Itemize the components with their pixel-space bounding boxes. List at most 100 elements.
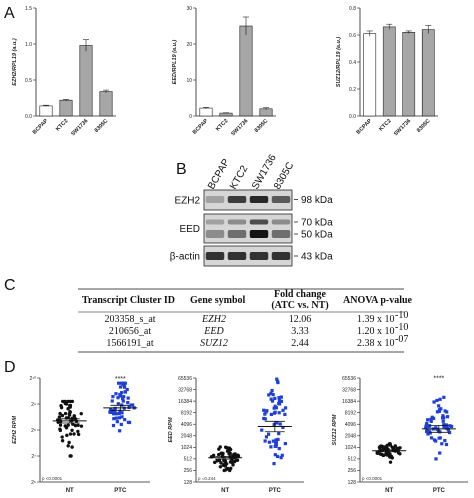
scatter-ezh2-rpm: 2⁶ 2⁷ 2⁸ 2⁹ 2¹⁰ EZH2 RPM NT PTC **** p <0.0001 bbox=[12, 376, 150, 494]
kda-marker: 50 kDa bbox=[301, 230, 333, 241]
data-point bbox=[60, 413, 65, 418]
table-header-id: Transcript Cluster ID bbox=[82, 295, 175, 306]
data-point bbox=[269, 391, 273, 395]
lane-label: KTC2 bbox=[228, 163, 251, 191]
category-label: PTC bbox=[433, 488, 446, 494]
protein-band bbox=[271, 252, 291, 260]
data-point bbox=[279, 395, 283, 399]
bar bbox=[402, 31, 416, 117]
data-point bbox=[428, 431, 432, 435]
data-point bbox=[263, 417, 267, 421]
data-point bbox=[217, 452, 221, 457]
data-point bbox=[447, 430, 452, 435]
y-tick-label: 8192 bbox=[345, 410, 356, 416]
data-point bbox=[440, 416, 445, 420]
data-point bbox=[276, 437, 280, 442]
data-point bbox=[279, 456, 283, 460]
category-label: BCPAP bbox=[192, 118, 210, 136]
y-tick-label: 32768 bbox=[342, 387, 356, 393]
data-point bbox=[69, 454, 73, 458]
data-point bbox=[384, 444, 389, 448]
data-point bbox=[437, 404, 441, 408]
data-point bbox=[442, 423, 446, 427]
data-point bbox=[375, 450, 379, 455]
protein-band bbox=[205, 252, 225, 260]
data-point bbox=[395, 446, 399, 451]
panel-letter-c: C bbox=[4, 277, 16, 294]
bar bbox=[239, 25, 253, 117]
data-point bbox=[260, 428, 264, 432]
table-cell-pvalue: 1.39 x 10 bbox=[357, 314, 395, 325]
panel-letter-d: D bbox=[4, 359, 16, 376]
y-tick-label: 65536 bbox=[342, 376, 356, 382]
data-point bbox=[281, 425, 285, 430]
data-point bbox=[267, 440, 272, 444]
data-point bbox=[231, 463, 235, 467]
data-point bbox=[218, 445, 222, 449]
data-point bbox=[236, 453, 240, 457]
data-point bbox=[230, 457, 234, 462]
data-point bbox=[120, 391, 124, 395]
y-tick-label: 2048 bbox=[181, 434, 192, 440]
data-point bbox=[272, 422, 276, 426]
data-point bbox=[224, 446, 229, 450]
data-point bbox=[131, 403, 135, 407]
data-point bbox=[118, 409, 122, 413]
table-cell-gene: SUZ12 bbox=[200, 338, 228, 349]
data-point bbox=[432, 416, 436, 421]
data-point bbox=[68, 403, 73, 408]
protein-band bbox=[227, 196, 247, 203]
data-point bbox=[432, 400, 436, 404]
data-point bbox=[380, 452, 384, 456]
bar bbox=[39, 105, 53, 117]
significance-stars: **** bbox=[433, 376, 444, 383]
data-point bbox=[219, 461, 223, 465]
data-point bbox=[277, 401, 281, 406]
y-axis-label: EED/RPL19 (a.u.) bbox=[172, 40, 178, 85]
data-point bbox=[277, 446, 281, 451]
y-tick-label: 0.5 bbox=[25, 78, 32, 84]
table-cell-id: 210656_at bbox=[109, 326, 151, 337]
data-point bbox=[283, 406, 288, 410]
data-point bbox=[67, 413, 72, 417]
data-point bbox=[126, 401, 130, 405]
category-label: SW1736 bbox=[393, 118, 412, 137]
table-body: 203358_s_at EZH2 12.06 1.39 x 10 -10 210656_a… bbox=[78, 310, 408, 353]
data-point bbox=[388, 442, 392, 446]
category-label: PTC bbox=[114, 488, 127, 494]
data-point bbox=[263, 439, 267, 443]
y-tick-label: 128 bbox=[348, 480, 357, 486]
data-point bbox=[425, 428, 429, 433]
data-point bbox=[445, 410, 449, 414]
data-point bbox=[67, 440, 71, 445]
data-point bbox=[267, 432, 271, 436]
protein-band bbox=[249, 196, 269, 203]
data-point bbox=[223, 461, 227, 466]
bar bbox=[199, 107, 213, 117]
data-point bbox=[274, 443, 278, 447]
data-point bbox=[387, 452, 392, 457]
data-point bbox=[213, 460, 217, 465]
blot-strip bbox=[203, 189, 293, 211]
data-point bbox=[120, 415, 124, 419]
table-cell-id: 1566191_at bbox=[106, 338, 153, 349]
data-point bbox=[272, 411, 277, 415]
data-point bbox=[59, 405, 64, 410]
bar-chart-ezh2: 0.0 0.5 1.0 1.5 EZH2/RPL19 (a.u.) BCPAP KTC2 SW… bbox=[12, 6, 116, 137]
data-point bbox=[228, 451, 232, 456]
y-tick-label: 16384 bbox=[178, 399, 192, 405]
table-cell-pvalue-exponent: -10 bbox=[395, 310, 408, 321]
data-point bbox=[228, 447, 233, 452]
data-point bbox=[441, 419, 445, 423]
y-tick-label: 0.2 bbox=[349, 87, 356, 93]
data-point bbox=[442, 395, 446, 399]
y-tick-label: 4096 bbox=[181, 422, 192, 428]
data-point bbox=[272, 406, 276, 410]
data-point bbox=[70, 399, 75, 404]
data-point bbox=[64, 426, 69, 430]
data-point bbox=[275, 421, 279, 425]
kda-marker: 70 kDa bbox=[301, 218, 333, 229]
y-tick-label: 1024 bbox=[345, 445, 356, 451]
data-point bbox=[435, 410, 440, 414]
